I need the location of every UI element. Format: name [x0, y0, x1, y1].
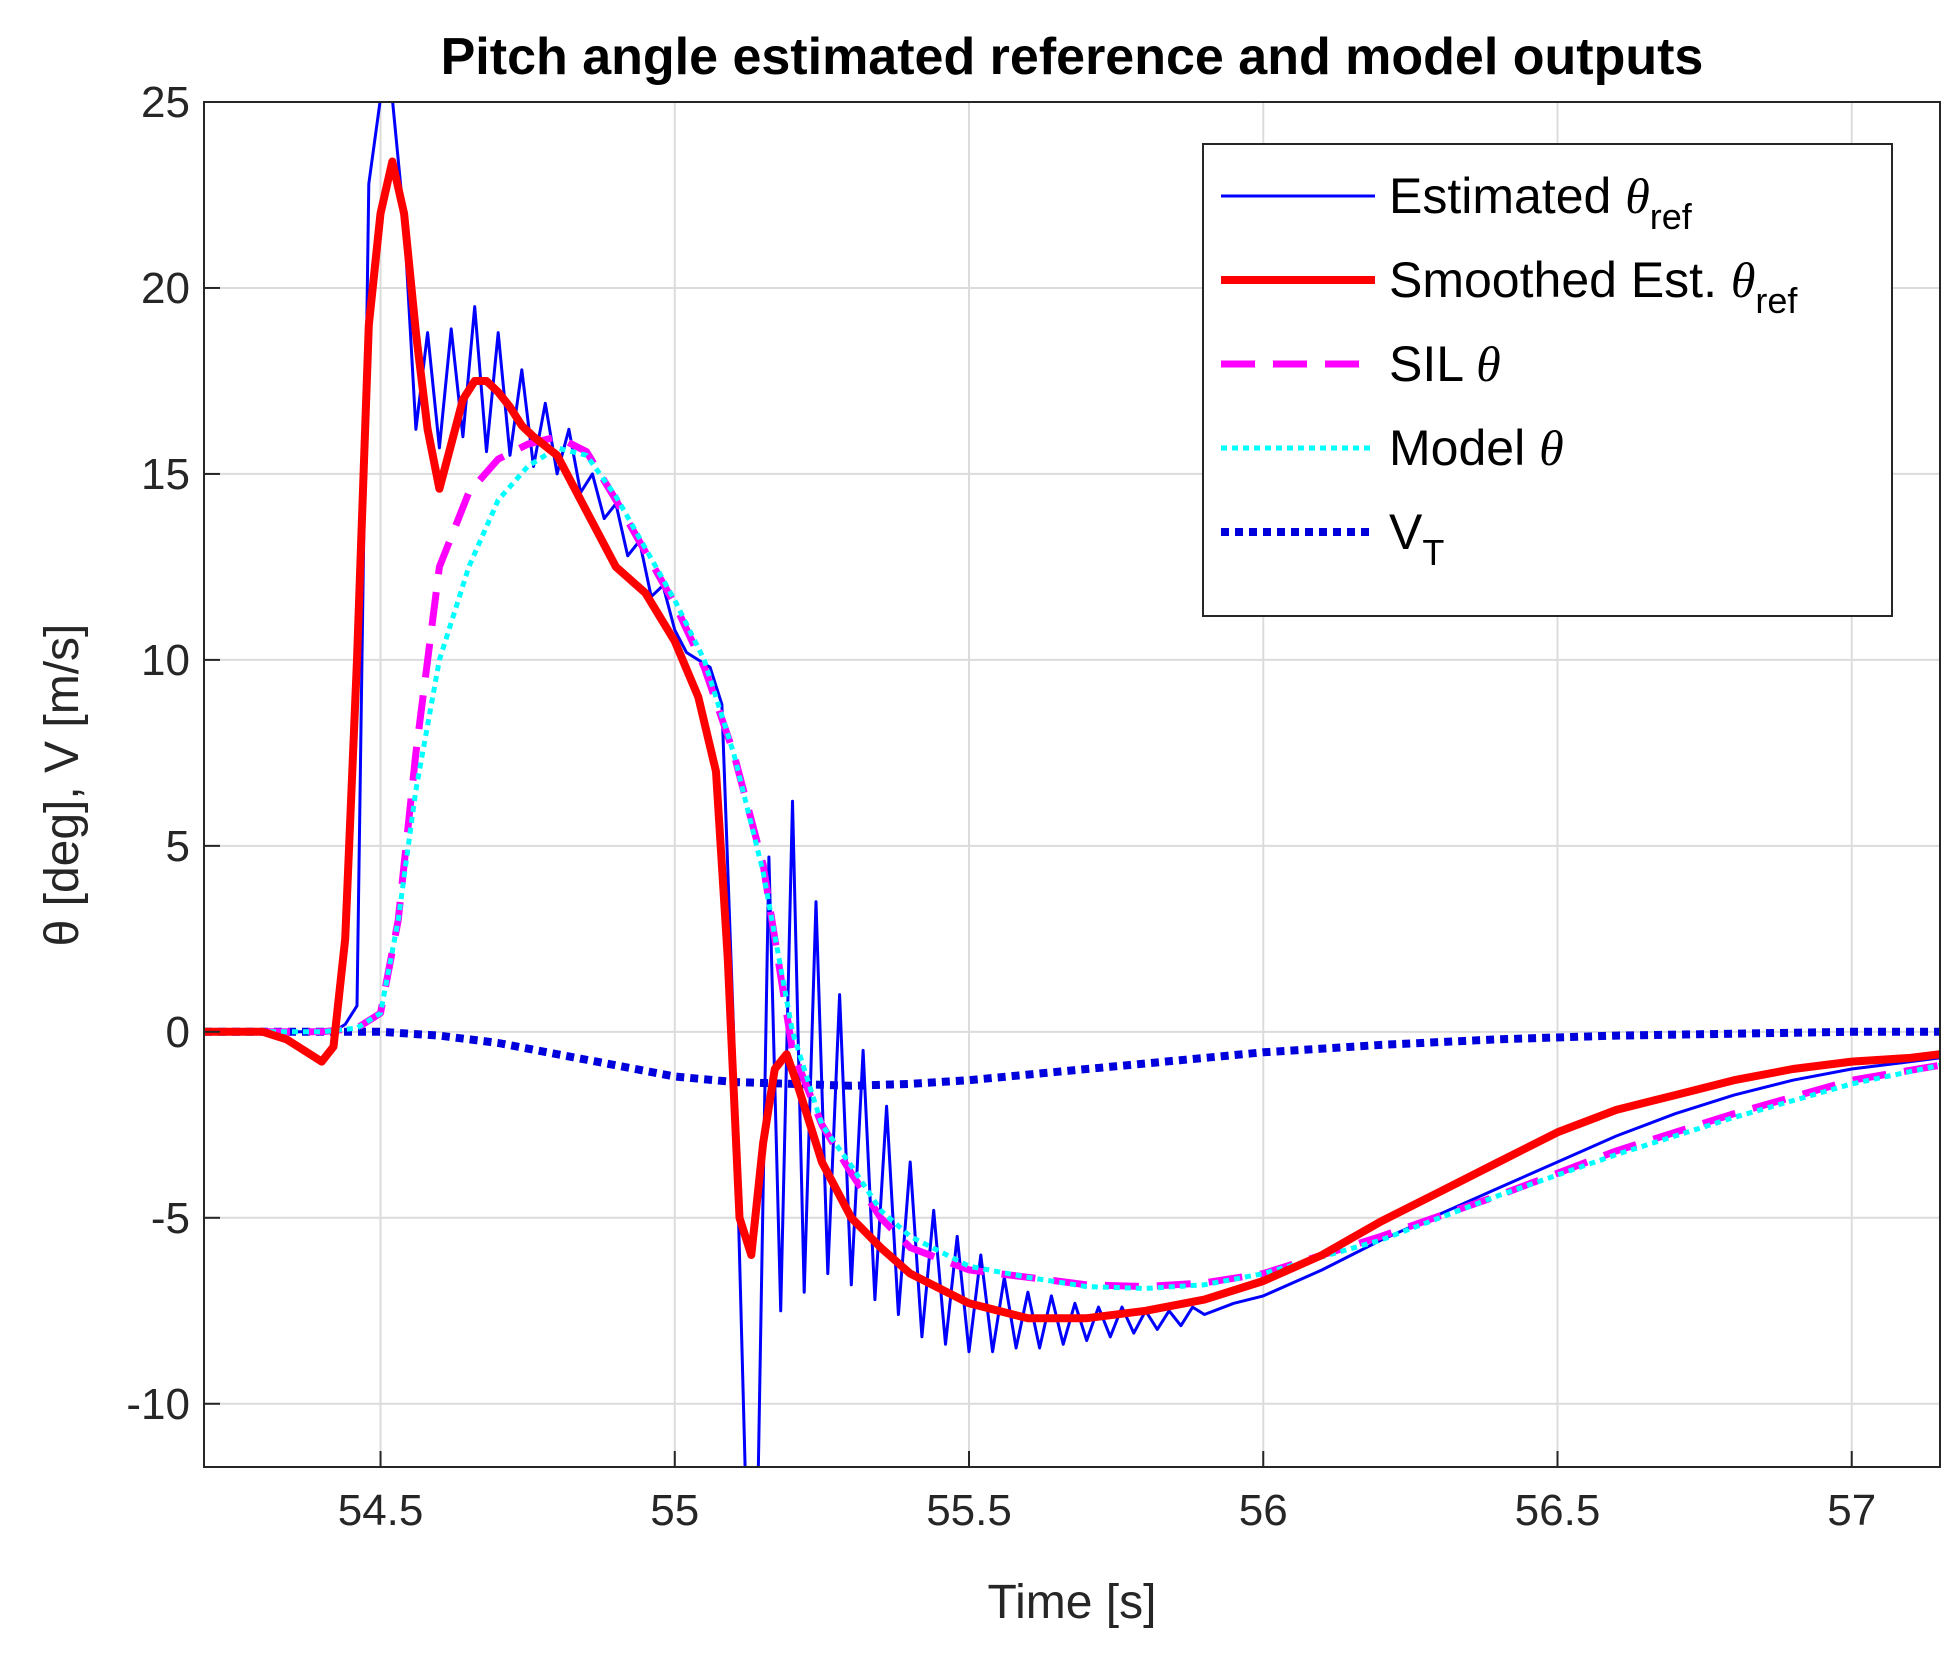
- axes-box: [203, 101, 1941, 1468]
- series-line-1: [204, 157, 1940, 1323]
- legend: Estimated θref Smoothed Est. θref SIL θ Mod…: [1202, 143, 1893, 617]
- y-axis-label: θ [deg], V [m/s]: [36, 624, 89, 947]
- x-axis-label: Time [s]: [988, 1576, 1157, 1629]
- x-tick-label: 57: [1827, 1486, 1876, 1535]
- series-line-3: [204, 445, 1940, 1291]
- x-tick-label: 54.5: [338, 1486, 424, 1535]
- y-tick-label: -10: [126, 1380, 190, 1429]
- y-tick-label: 10: [141, 636, 190, 685]
- tick-layer: 54.5 55 55.5 56 56.5 57 25 20 15 10 5 0 -5 -10: [126, 78, 1876, 1535]
- x-tick-label: 56: [1239, 1486, 1288, 1535]
- y-tick-label: 20: [141, 264, 190, 313]
- legend-label: Smoothed Est. θref: [1389, 252, 1798, 321]
- y-tick-label: 25: [141, 78, 190, 127]
- x-tick-label: 55.5: [926, 1486, 1012, 1535]
- y-tick-label: 0: [166, 1008, 190, 1057]
- grid-layer: [204, 101, 1940, 1467]
- x-tick-label: 55: [650, 1486, 699, 1535]
- legend-label: SIL θ: [1389, 336, 1501, 392]
- y-tick-label: -5: [151, 1194, 190, 1243]
- y-tick-label: 15: [141, 450, 190, 499]
- series-layer: [204, 102, 1940, 1467]
- legend-label: Model θ: [1389, 420, 1564, 476]
- y-tick-label: 5: [166, 822, 190, 871]
- series-line-2: [204, 433, 1940, 1291]
- legend-label: VT: [1389, 504, 1444, 573]
- legend-box: [1202, 143, 1893, 617]
- legend-label: Estimated θref: [1389, 168, 1693, 237]
- x-tick-label: 56.5: [1515, 1486, 1601, 1535]
- series-line-0: [204, 102, 1940, 1467]
- chart-title: Pitch angle estimated reference and mode…: [441, 28, 1704, 86]
